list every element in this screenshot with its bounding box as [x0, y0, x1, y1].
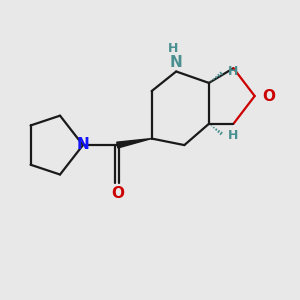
- Text: H: H: [227, 65, 238, 78]
- Text: N: N: [170, 55, 182, 70]
- Text: N: N: [76, 137, 89, 152]
- Polygon shape: [117, 139, 152, 148]
- Text: H: H: [168, 42, 179, 55]
- Text: O: O: [111, 186, 124, 201]
- Text: O: O: [262, 88, 275, 104]
- Text: H: H: [227, 129, 238, 142]
